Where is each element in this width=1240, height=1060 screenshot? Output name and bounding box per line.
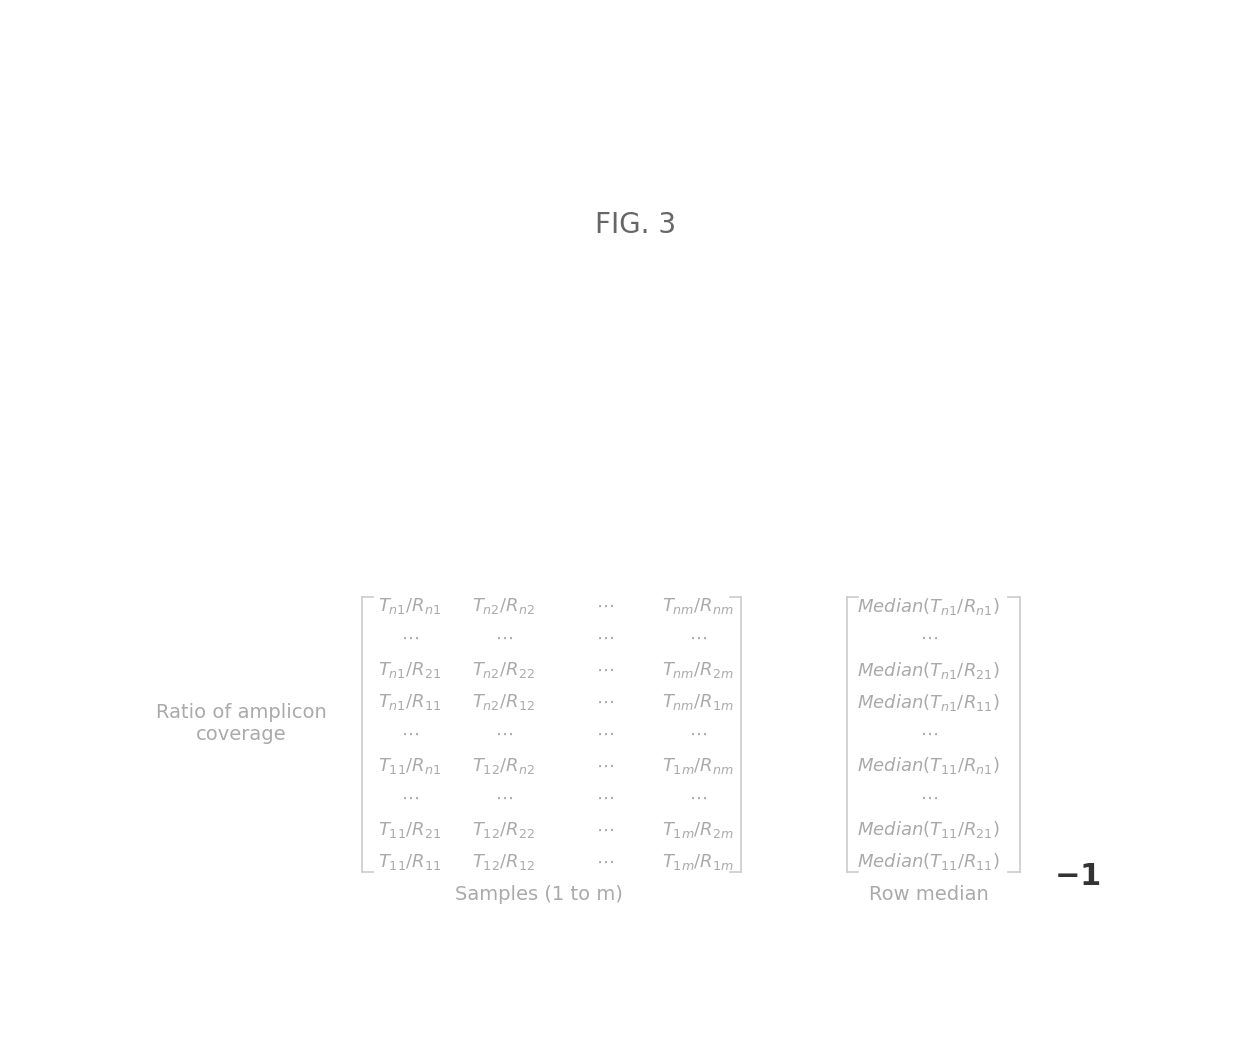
Text: $T_{1m}/R_{2m}$: $T_{1m}/R_{2m}$ [662, 819, 734, 840]
Text: $\cdots$: $\cdots$ [595, 725, 614, 743]
Text: $T_{nm}/R_{2m}$: $T_{nm}/R_{2m}$ [662, 660, 734, 681]
Text: $\cdots$: $\cdots$ [689, 630, 707, 648]
Text: FIG. 3: FIG. 3 [595, 211, 676, 240]
Text: $\cdots$: $\cdots$ [401, 630, 419, 648]
Text: $T_{12}/R_{n2}$: $T_{12}/R_{n2}$ [472, 756, 536, 776]
Text: $Median(T_{n1}/R_{21})$: $Median(T_{n1}/R_{21})$ [857, 659, 999, 681]
Text: $\cdots$: $\cdots$ [495, 725, 513, 743]
Text: $\cdots$: $\cdots$ [595, 820, 614, 838]
Text: $\cdots$: $\cdots$ [401, 789, 419, 807]
Text: $\cdots$: $\cdots$ [595, 630, 614, 648]
Text: $T_{n2}/R_{12}$: $T_{n2}/R_{12}$ [472, 692, 536, 712]
Text: $\cdots$: $\cdots$ [595, 693, 614, 711]
Text: $T_{12}/R_{22}$: $T_{12}/R_{22}$ [472, 819, 536, 840]
Text: $\cdots$: $\cdots$ [495, 789, 513, 807]
Text: $Median(T_{11}/R_{21})$: $Median(T_{11}/R_{21})$ [857, 819, 999, 841]
Text: $\cdots$: $\cdots$ [595, 661, 614, 679]
Text: $\cdots$: $\cdots$ [595, 757, 614, 775]
Text: $\cdots$: $\cdots$ [920, 789, 937, 807]
Text: $\cdots$: $\cdots$ [595, 597, 614, 615]
Text: $\cdots$: $\cdots$ [401, 725, 419, 743]
Text: $\cdots$: $\cdots$ [920, 630, 937, 648]
Text: $T_{12}/R_{12}$: $T_{12}/R_{12}$ [472, 852, 536, 871]
Text: $T_{11}/R_{n1}$: $T_{11}/R_{n1}$ [378, 756, 441, 776]
Text: $T_{1m}/R_{nm}$: $T_{1m}/R_{nm}$ [662, 756, 734, 776]
Text: $T_{n2}/R_{n2}$: $T_{n2}/R_{n2}$ [472, 597, 536, 616]
Text: $\cdots$: $\cdots$ [595, 853, 614, 870]
Text: $\cdots$: $\cdots$ [595, 789, 614, 807]
Text: $T_{nm}/R_{nm}$: $T_{nm}/R_{nm}$ [662, 597, 734, 616]
Text: $\mathbf{-1}$: $\mathbf{-1}$ [1054, 862, 1100, 891]
Text: $\cdots$: $\cdots$ [495, 630, 513, 648]
Text: $T_{n1}/R_{n1}$: $T_{n1}/R_{n1}$ [378, 597, 441, 616]
Text: $\cdots$: $\cdots$ [920, 725, 937, 743]
Text: $T_{n2}/R_{22}$: $T_{n2}/R_{22}$ [472, 660, 536, 681]
Text: $\cdots$: $\cdots$ [689, 725, 707, 743]
Text: Samples (1 to m): Samples (1 to m) [455, 885, 624, 904]
Text: $T_{n1}/R_{21}$: $T_{n1}/R_{21}$ [378, 660, 441, 681]
Text: $T_{n1}/R_{11}$: $T_{n1}/R_{11}$ [378, 692, 441, 712]
Text: $T_{11}/R_{21}$: $T_{11}/R_{21}$ [378, 819, 441, 840]
Text: $Median(T_{11}/R_{n1})$: $Median(T_{11}/R_{n1})$ [857, 756, 999, 777]
Text: Ratio of amplicon
coverage: Ratio of amplicon coverage [156, 703, 327, 743]
Text: $T_{1m}/R_{1m}$: $T_{1m}/R_{1m}$ [662, 852, 734, 871]
Text: $\cdots$: $\cdots$ [689, 789, 707, 807]
Text: $Median(T_{11}/R_{11})$: $Median(T_{11}/R_{11})$ [857, 851, 999, 872]
Text: $Median(T_{n1}/R_{n1})$: $Median(T_{n1}/R_{n1})$ [857, 596, 999, 617]
Text: $Median(T_{n1}/R_{11})$: $Median(T_{n1}/R_{11})$ [857, 691, 999, 712]
Text: $T_{nm}/R_{1m}$: $T_{nm}/R_{1m}$ [662, 692, 734, 712]
Text: Row median: Row median [869, 885, 988, 904]
Text: $T_{11}/R_{11}$: $T_{11}/R_{11}$ [378, 852, 441, 871]
